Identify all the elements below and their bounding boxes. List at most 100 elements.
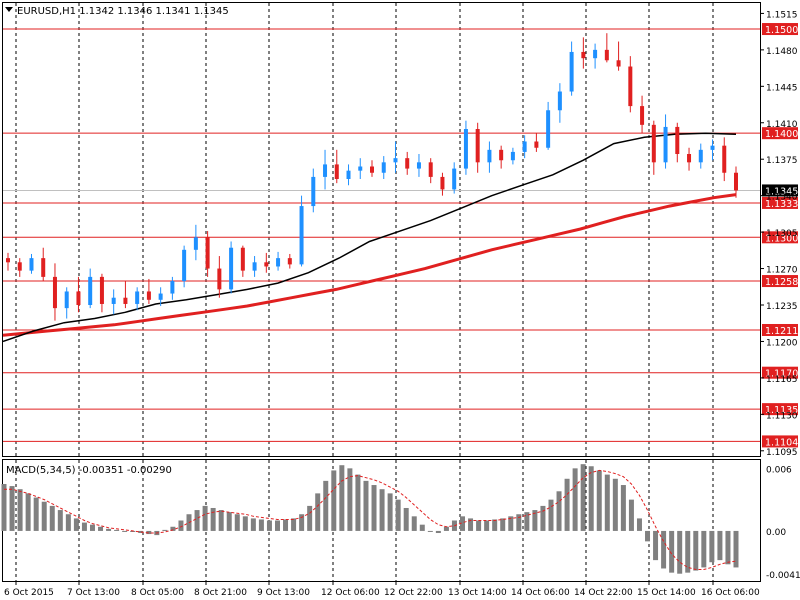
macd-bar — [178, 520, 184, 531]
macd-bar — [532, 510, 538, 531]
y-tick-label: 1.1480 — [766, 47, 798, 57]
macd-bar — [612, 478, 618, 531]
macd-bar — [339, 465, 345, 531]
macd-bar — [709, 530, 715, 563]
macd-bar — [685, 530, 691, 573]
macd-bar — [476, 520, 482, 531]
candle-body — [346, 170, 351, 179]
candle-body — [205, 237, 210, 269]
x-tick-label: 7 Oct 13:00 — [67, 588, 120, 598]
macd-bar — [291, 518, 297, 531]
macd-bar — [122, 530, 128, 532]
macd-bar — [81, 522, 87, 531]
candle-body — [170, 281, 175, 294]
macd-bar — [274, 520, 280, 531]
macd-bar — [194, 510, 200, 531]
macd-bar — [49, 505, 55, 531]
candle-body — [123, 297, 128, 304]
candle-body — [393, 158, 398, 163]
macd-bar — [387, 493, 393, 531]
candle-body — [698, 149, 703, 163]
candle-body — [252, 262, 257, 271]
x-tick-label: 12 Oct 06:00 — [321, 588, 380, 598]
x-tick-label: 14 Oct 22:00 — [574, 588, 633, 598]
candle-body — [499, 149, 504, 161]
candle-body — [41, 258, 46, 277]
macd-bar — [138, 530, 144, 534]
macd-bar — [484, 520, 490, 531]
candle-body — [593, 49, 598, 59]
macd-bar — [25, 493, 31, 531]
macd-bar — [258, 519, 264, 531]
candle-body — [628, 66, 633, 107]
macd-bar — [65, 514, 71, 531]
macd-bar — [580, 464, 586, 531]
candle-body — [416, 162, 421, 169]
price-level-label: 1.1170 — [765, 369, 798, 380]
candle-body — [557, 91, 562, 111]
macd-bar — [492, 519, 498, 531]
candle-body — [276, 258, 281, 267]
candle-body — [405, 158, 410, 169]
x-tick-label: 8 Oct 05:00 — [131, 588, 184, 598]
macd-bar — [460, 516, 466, 531]
price-level-label: 1.1400 — [765, 129, 798, 140]
candle-body — [581, 51, 586, 59]
candle-body — [358, 166, 363, 171]
y-tick-label: 1.1410 — [766, 120, 798, 130]
candle-body — [616, 60, 621, 67]
macd-bar — [266, 520, 272, 531]
macd-bar — [596, 470, 602, 531]
candle-body — [311, 176, 316, 207]
candle-body — [111, 297, 116, 304]
candle-body — [229, 247, 234, 290]
macd-bar — [636, 518, 642, 531]
macd-signal-line — [4, 469, 737, 570]
price-level-label-box — [762, 127, 798, 140]
macd-bar — [315, 493, 321, 531]
macd-bar — [516, 514, 522, 531]
current-price-label: 1.1345 — [765, 186, 798, 197]
candle-body — [440, 176, 445, 190]
macd-bar — [645, 530, 651, 542]
price-level-label-box — [762, 23, 798, 36]
candle-body — [651, 124, 656, 163]
price-level-label: 1.1135 — [765, 405, 798, 416]
macd-bar — [443, 526, 449, 531]
x-tick-label: 16 Oct 06:00 — [701, 588, 760, 598]
macd-bar — [299, 514, 305, 531]
macd-y-tick-label: -0.00412 — [766, 571, 800, 581]
macd-bar — [106, 528, 112, 531]
macd-bar — [250, 518, 256, 531]
y-tick-label: 1.1515 — [766, 10, 798, 20]
price-level-label-box — [762, 323, 798, 336]
macd-bar — [114, 529, 120, 531]
candle-body — [217, 268, 222, 290]
macd-bar — [41, 501, 47, 531]
macd-bar — [363, 480, 369, 531]
macd-bar — [669, 530, 675, 573]
candle-body — [334, 164, 339, 179]
candle-body — [76, 291, 81, 305]
price-level-label-box — [762, 275, 798, 288]
candle-body — [510, 151, 515, 161]
macd-bar — [588, 466, 594, 531]
macd-bar — [468, 518, 474, 531]
macd-bar — [218, 510, 224, 531]
macd-bar — [395, 499, 401, 531]
x-tick-label: 9 Oct 13:00 — [257, 588, 310, 598]
macd-bar — [628, 499, 634, 531]
macd-bar — [620, 485, 626, 531]
y-tick-label: 1.1305 — [766, 229, 798, 239]
candle-body — [182, 249, 187, 282]
candle-body — [534, 141, 539, 148]
chart-menu-triangle-icon[interactable] — [5, 7, 13, 12]
macd-bar — [210, 507, 216, 531]
macd-bar — [677, 530, 683, 574]
macd-bar — [226, 512, 232, 531]
candle-body — [687, 154, 692, 163]
macd-bar — [427, 530, 433, 532]
x-tick-label: 15 Oct 14:00 — [637, 588, 696, 598]
candle-body — [663, 126, 668, 163]
